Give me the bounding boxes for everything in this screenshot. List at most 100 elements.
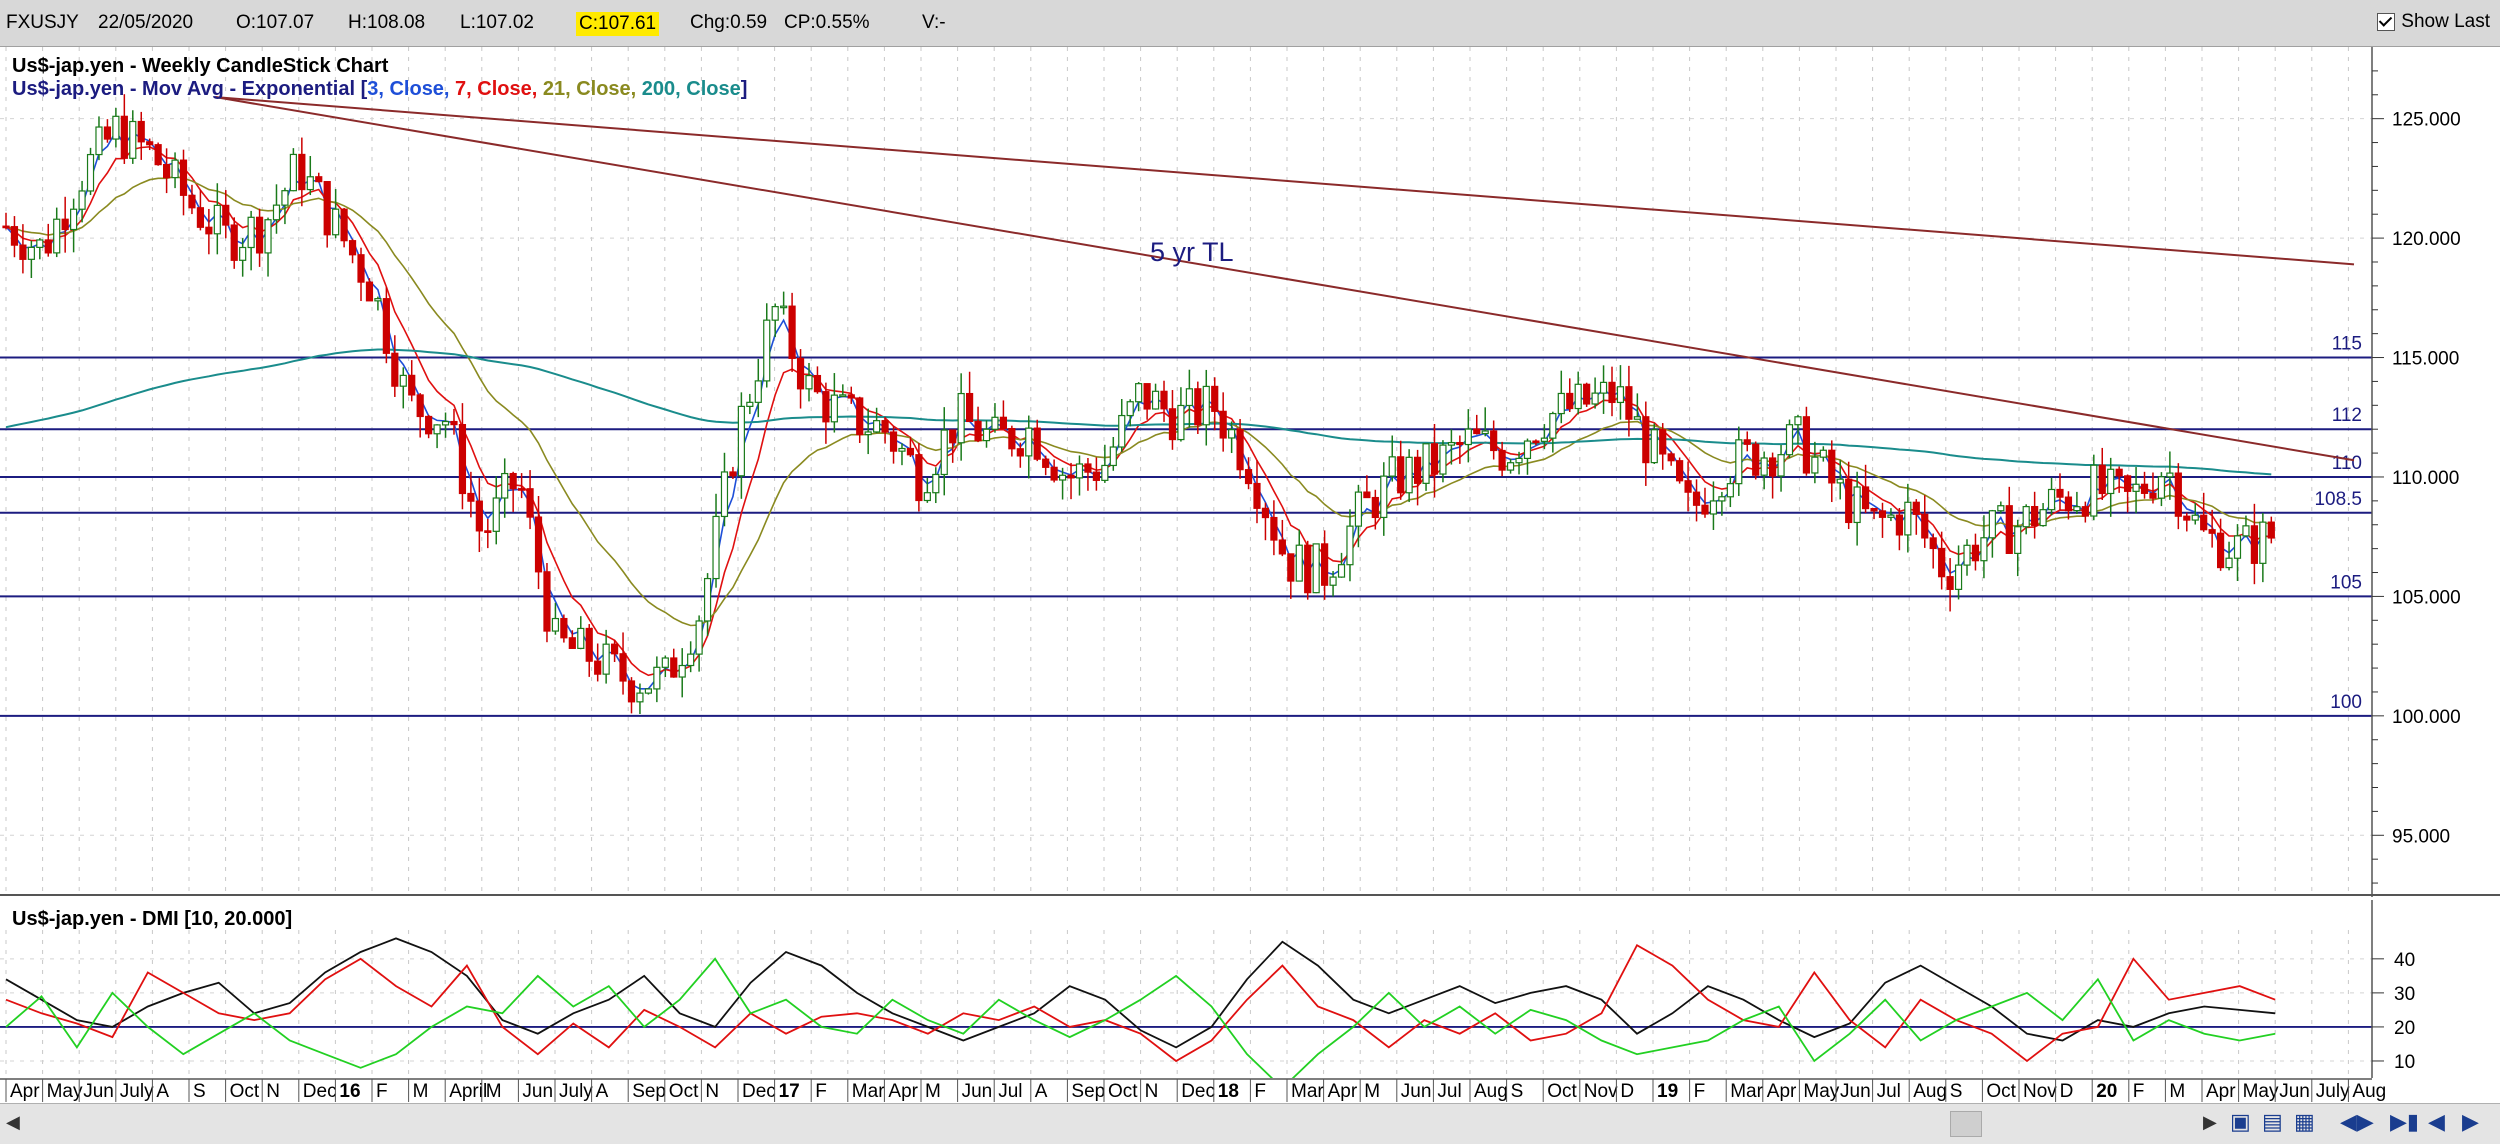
candle (171, 152, 179, 189)
zoom-in-icon[interactable]: ▣ (2230, 1109, 2251, 1134)
candle (1354, 484, 1363, 548)
candle (1870, 507, 1878, 520)
candle (949, 429, 957, 463)
price-tick-label: 110.000 (2392, 468, 2459, 489)
horizontal-scrollbar[interactable]: ◀ ▶ ▣ ▤ ▦ ◀▶ ▶▮ ◀ ▶ (0, 1103, 2500, 1144)
candle (1219, 392, 1227, 452)
candle (1971, 533, 1980, 571)
open-label: O:107.07 (236, 12, 315, 33)
candle (1659, 423, 1667, 470)
time-tick-label: Jun (83, 1081, 114, 1102)
candle (518, 473, 526, 499)
level-label: 112 (2332, 405, 2362, 426)
time-tick-label: M (486, 1081, 502, 1102)
candle (1938, 531, 1946, 590)
candle (661, 655, 669, 677)
candle (1735, 426, 1743, 496)
candle (1718, 491, 1726, 516)
dmi-chart[interactable]: 40 30 20 10 Us$-jap.yen - DMI [10, 20.000] (0, 900, 2500, 1078)
candle (1202, 369, 1210, 446)
candle (2216, 518, 2225, 571)
nav-forward-icon[interactable]: ▶ (2462, 1109, 2479, 1134)
time-tick-label: Jul (998, 1081, 1022, 1102)
price-tick-label: 105.000 (2392, 587, 2461, 608)
candle (1752, 441, 1760, 480)
scroll-left-arrow-icon[interactable]: ◀ (6, 1112, 20, 1132)
nav-first-icon[interactable]: ◀▶ (2340, 1109, 2374, 1134)
candle (1261, 502, 1270, 541)
nav-back-icon[interactable]: ◀ (2428, 1109, 2445, 1134)
time-tick-label: Dec (303, 1081, 337, 1102)
candle (577, 616, 585, 650)
candles (2, 94, 2275, 715)
candle (839, 384, 847, 398)
dmi-series-line (5, 943, 2276, 1063)
candle (298, 137, 306, 207)
time-tick-label: Oct (1108, 1081, 1138, 1102)
candle (1422, 443, 1430, 491)
candle (1101, 444, 1109, 483)
time-tick-label: F (1694, 1081, 1706, 1102)
dmi-tick-label: 20 (2394, 1018, 2415, 1039)
price-chart[interactable]: 115 112 110 108.5 105 100 5 yr TL 125.000 120.… (0, 47, 2500, 897)
candle (1616, 365, 1625, 420)
candle (1676, 457, 1684, 484)
candle (1566, 378, 1574, 413)
candle (458, 403, 467, 510)
candle (433, 424, 441, 449)
candle (2081, 501, 2089, 523)
ma-legend-item: 21, Close, (543, 78, 642, 100)
candle (315, 172, 323, 183)
candle (450, 408, 458, 435)
candle (695, 615, 703, 672)
ma-legend-item: 3, Close, (367, 78, 455, 100)
scroll-thumb[interactable] (1950, 1111, 1982, 1137)
candle (1743, 431, 1751, 452)
candle (1405, 449, 1413, 503)
time-tick-label: M (413, 1081, 429, 1102)
time-tick-label: M (925, 1081, 941, 1102)
candle (1008, 425, 1016, 457)
show-last-toggle[interactable]: Show Last (2377, 11, 2490, 33)
candle (1371, 489, 1379, 530)
candle (10, 216, 19, 258)
candle (357, 247, 365, 302)
candle (1599, 365, 1608, 414)
candle (966, 371, 974, 423)
candle (1397, 440, 1405, 500)
dmi-background (0, 900, 2500, 1078)
show-last-checkbox[interactable] (2377, 13, 2396, 31)
ma-line (5, 175, 2272, 627)
time-tick-label: May (47, 1081, 83, 1102)
scroll-right-arrow-icon[interactable]: ▶ (2203, 1112, 2217, 1132)
candle (1388, 435, 1396, 482)
candle (272, 184, 281, 234)
candle (1236, 418, 1244, 479)
candle (2124, 474, 2132, 513)
candle (720, 452, 729, 527)
candle (1109, 436, 1117, 471)
chart-settings-icon[interactable]: ▦ (2294, 1109, 2315, 1134)
candle (1921, 495, 1929, 548)
nav-end-icon[interactable]: ▶▮ (2390, 1109, 2420, 1134)
candle (213, 183, 221, 255)
candle (1016, 442, 1024, 468)
dmi-tick-label: 40 (2394, 950, 2415, 971)
candle (915, 443, 923, 512)
dmi-series-line (5, 937, 2276, 1049)
time-tick-label: 20 (2096, 1081, 2117, 1102)
candle (1980, 515, 1988, 579)
candle (492, 476, 500, 545)
candle (788, 292, 796, 372)
ma-legend-suffix: ] (741, 78, 748, 100)
candle (1692, 479, 1701, 522)
candle (1321, 530, 1329, 600)
zoom-out-icon[interactable]: ▤ (2262, 1109, 2283, 1134)
candle (1312, 543, 1320, 594)
candle (2267, 516, 2275, 544)
candle (1506, 458, 1515, 474)
time-tick-label: F (2133, 1081, 2145, 1102)
candle (1151, 383, 1160, 410)
price-grid (0, 47, 2372, 895)
